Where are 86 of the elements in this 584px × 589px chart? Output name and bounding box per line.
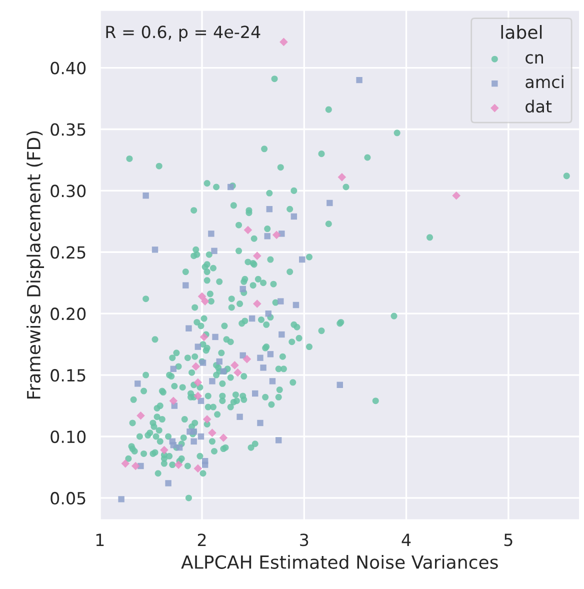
point [190,438,197,445]
x-tick-label: 2 [198,534,206,546]
point [356,76,362,84]
point [336,382,343,388]
point [278,298,284,304]
point [298,256,306,263]
point [252,390,258,397]
annotation: R = 0.6, p = 4e-24 [106,26,260,42]
x-tick-label: 5 [504,534,512,546]
point [198,433,204,440]
legend-label: cn [526,54,543,64]
legend-title: label [501,25,542,39]
point [257,354,264,361]
point [257,420,264,426]
point [236,414,243,420]
x-tick-label: 4 [402,534,411,546]
point [194,464,202,473]
point [212,334,218,340]
point [202,462,208,468]
point [252,252,262,260]
y-axis-title: Framewise Displacement (FD) [26,131,44,399]
point [174,460,183,469]
legend-label: amci [526,75,564,88]
point [276,437,282,444]
point [278,331,285,338]
point [131,462,140,470]
point [219,434,228,442]
point [452,191,460,200]
point [272,230,281,240]
point [269,378,276,384]
point [267,351,274,358]
point [152,246,158,253]
point [198,292,206,301]
point [194,378,202,387]
point [292,302,300,308]
x-axis-title: ALPCAH Estimated Noise Variances [181,554,498,569]
point [338,173,346,182]
point [242,354,252,364]
point [118,496,124,502]
point [260,364,266,371]
y-tick-label: 0.25 [50,246,86,259]
point [208,230,214,237]
point [248,315,256,322]
point [244,226,252,234]
point [121,459,130,468]
point [265,310,272,317]
point [170,366,177,372]
point [192,362,200,371]
point [142,192,149,199]
legend-label: dat [526,100,552,113]
point [182,282,189,288]
point [264,233,270,240]
point [240,286,246,292]
point [216,358,222,365]
point [160,446,168,454]
point [202,415,212,424]
point [176,444,183,451]
x-tick-label: 1 [96,534,104,546]
point [194,344,202,350]
point [136,411,145,420]
point [266,206,273,212]
y-tick-label: 0.40 [50,62,86,74]
point [230,361,239,370]
y-tick-label: 0.30 [50,184,86,198]
point [200,297,210,306]
y-tick-label: 0.35 [50,123,86,136]
point [234,368,242,377]
point [194,392,202,400]
y-tick-label: 0.15 [50,369,86,382]
point [290,213,298,220]
point [252,300,262,308]
point [165,480,172,486]
point [209,378,216,384]
y-tick-label: 0.20 [50,308,86,320]
y-tick-label: 0.05 [50,492,86,505]
point [208,428,216,437]
x-tick-label: 3 [300,534,308,546]
point [326,200,333,206]
point [170,442,177,448]
point [169,396,178,406]
point [134,380,141,387]
y-tick-label: 0.10 [50,430,86,444]
point [280,38,288,46]
point [186,325,192,332]
point [200,332,208,342]
point [211,248,218,254]
